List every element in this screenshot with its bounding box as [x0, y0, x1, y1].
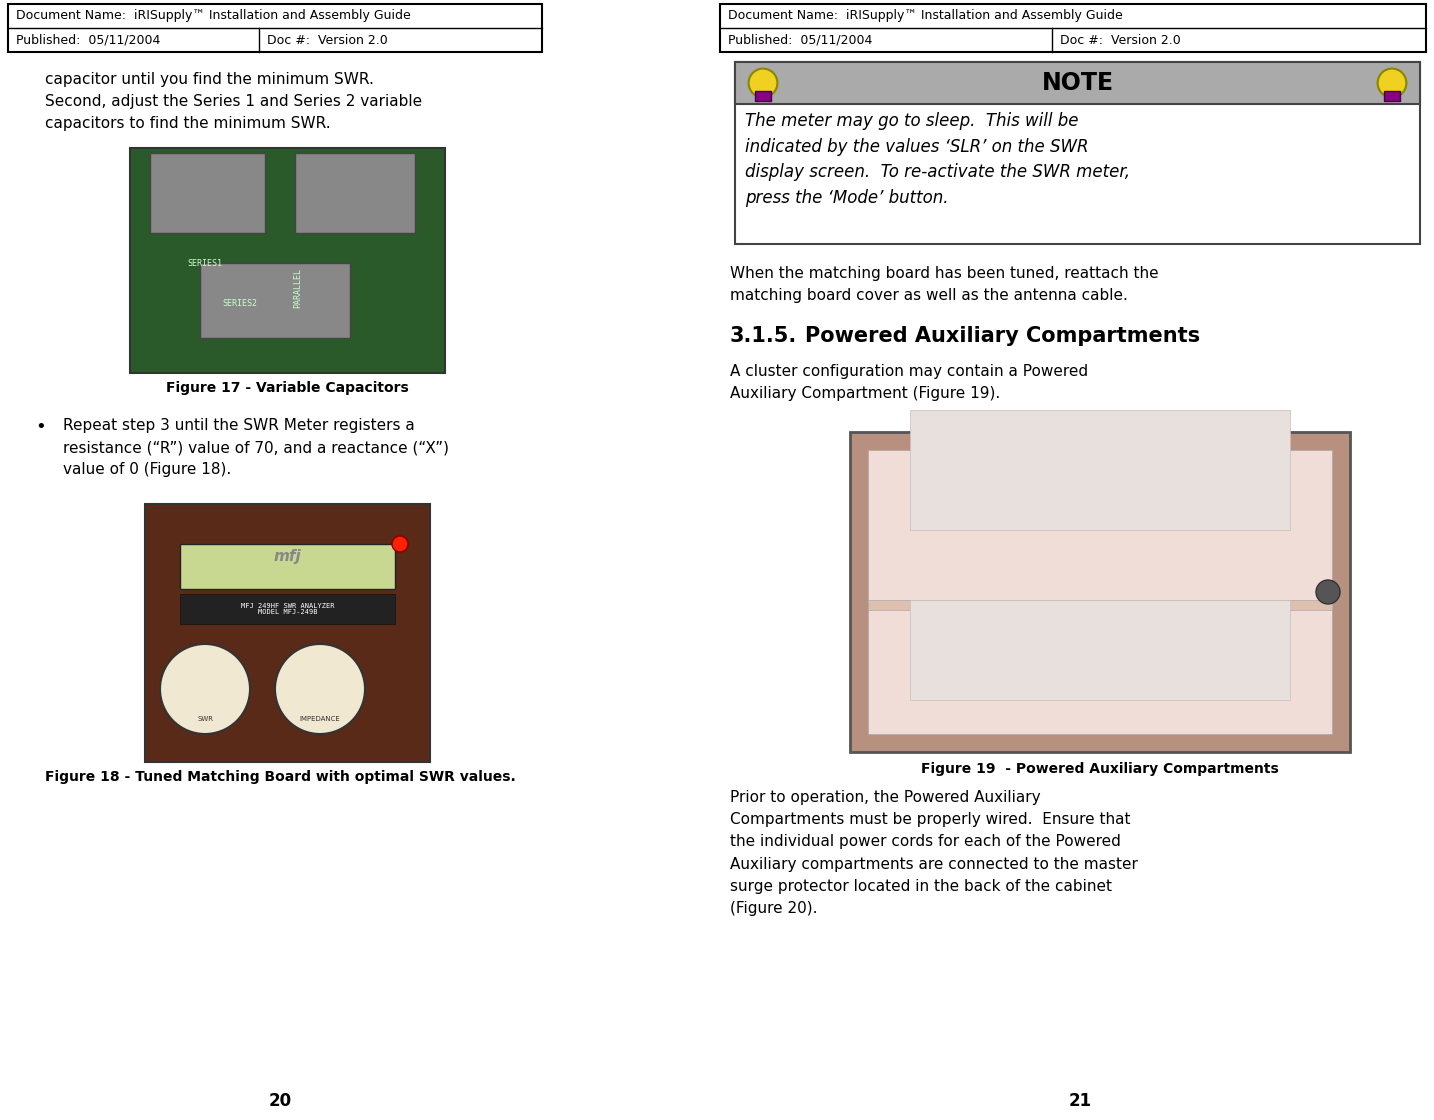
Bar — [1384, 91, 1400, 101]
Text: SERIES1: SERIES1 — [188, 259, 222, 268]
Text: Figure 18 - Tuned Matching Board with optimal SWR values.: Figure 18 - Tuned Matching Board with op… — [44, 771, 516, 784]
Text: The meter may go to sleep.  This will be
indicated by the values ‘SLR’ on the SW: The meter may go to sleep. This will be … — [746, 112, 1130, 207]
Text: Doc #:  Version 2.0: Doc #: Version 2.0 — [267, 34, 387, 47]
Bar — [199, 263, 350, 338]
Circle shape — [275, 644, 366, 734]
Circle shape — [161, 644, 250, 734]
Bar — [868, 450, 1332, 734]
Text: Doc #:  Version 2.0: Doc #: Version 2.0 — [1060, 34, 1180, 47]
Text: When the matching board has been tuned, reattach the
matching board cover as wel: When the matching board has been tuned, … — [730, 267, 1159, 304]
Bar — [181, 594, 394, 624]
Text: Powered Auxiliary Compartments: Powered Auxiliary Compartments — [804, 326, 1200, 346]
Text: IMPEDANCE: IMPEDANCE — [300, 716, 340, 722]
Bar — [130, 148, 445, 373]
Bar — [736, 62, 1420, 244]
Text: Published:  05/11/2004: Published: 05/11/2004 — [728, 34, 872, 47]
Text: PARALLEL: PARALLEL — [294, 268, 303, 308]
Bar — [911, 410, 1291, 530]
Bar — [295, 153, 414, 233]
Text: •: • — [34, 418, 46, 436]
Bar — [850, 432, 1349, 752]
Bar — [736, 62, 1420, 104]
Circle shape — [749, 68, 777, 97]
Text: SERIES2: SERIES2 — [222, 299, 258, 308]
Text: SWR: SWR — [196, 716, 214, 722]
Text: Figure 17 - Variable Capacitors: Figure 17 - Variable Capacitors — [166, 381, 409, 395]
Text: Document Name:  iRISupply™ Installation and Assembly Guide: Document Name: iRISupply™ Installation a… — [16, 9, 410, 22]
Text: MFJ 249HF SWR ANALYZER
MODEL MFJ-249B: MFJ 249HF SWR ANALYZER MODEL MFJ-249B — [241, 603, 334, 616]
Text: NOTE: NOTE — [1041, 71, 1114, 95]
Bar — [181, 544, 394, 589]
Text: capacitor until you find the minimum SWR.
Second, adjust the Series 1 and Series: capacitor until you find the minimum SWR… — [44, 72, 422, 131]
Bar — [754, 91, 771, 101]
Text: A cluster configuration may contain a Powered
Auxiliary Compartment (Figure 19).: A cluster configuration may contain a Po… — [730, 364, 1088, 401]
Text: 3.1.5.: 3.1.5. — [730, 326, 797, 346]
Bar — [911, 600, 1291, 700]
Circle shape — [1316, 580, 1339, 604]
Text: Prior to operation, the Powered Auxiliary
Compartments must be properly wired.  : Prior to operation, the Powered Auxiliar… — [730, 790, 1137, 916]
Bar — [151, 153, 265, 233]
Text: Figure 19  - Powered Auxiliary Compartments: Figure 19 - Powered Auxiliary Compartmen… — [921, 762, 1279, 776]
Text: mfj: mfj — [274, 549, 301, 563]
Circle shape — [1378, 68, 1407, 97]
Bar — [720, 4, 1425, 52]
Text: Repeat step 3 until the SWR Meter registers a
resistance (“R”) value of 70, and : Repeat step 3 until the SWR Meter regist… — [63, 418, 449, 477]
Bar — [9, 4, 542, 52]
Text: 21: 21 — [1068, 1092, 1091, 1110]
Text: Document Name:  iRISupply™ Installation and Assembly Guide: Document Name: iRISupply™ Installation a… — [728, 9, 1123, 22]
Circle shape — [391, 536, 409, 552]
Text: Published:  05/11/2004: Published: 05/11/2004 — [16, 34, 161, 47]
Text: 20: 20 — [268, 1092, 291, 1110]
Bar — [868, 600, 1332, 610]
Bar — [145, 504, 430, 762]
